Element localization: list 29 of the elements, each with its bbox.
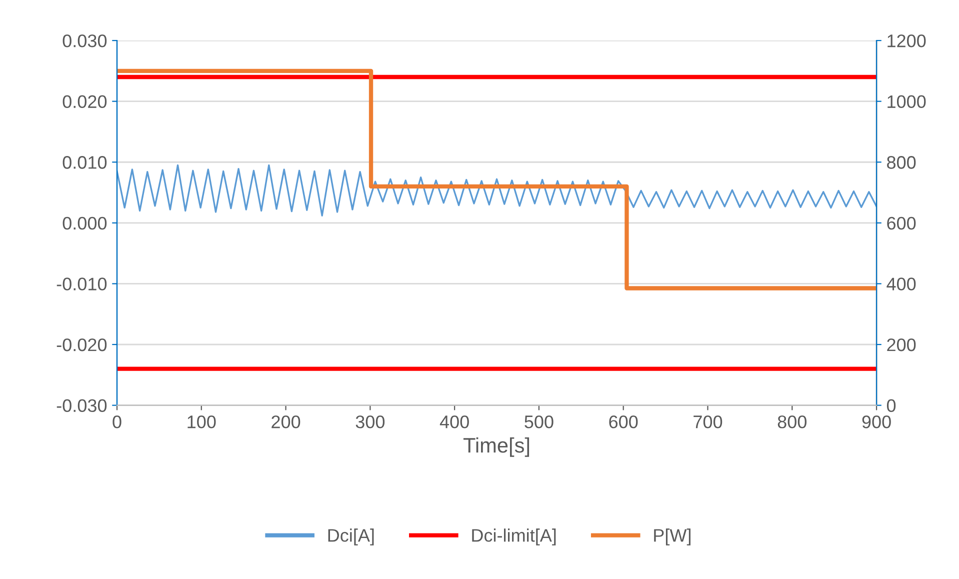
line-series <box>117 164 877 216</box>
y2-tick-label: 0 <box>886 399 896 412</box>
y2-tick-label: 400 <box>886 278 916 290</box>
x-tick-label: 500 <box>524 416 554 428</box>
y-tick-label: 0.010 <box>62 156 107 169</box>
legend-label: Dci[A] <box>328 528 374 546</box>
legend-label: Dci-limit[A] <box>472 528 556 546</box>
y-tick-label: -0.030 <box>56 399 107 412</box>
x-tick-label: 600 <box>609 416 638 428</box>
legend-label: P[W] <box>654 528 690 546</box>
x-axis-title: Time[s] <box>463 437 530 457</box>
x-tick-label: 200 <box>272 416 300 428</box>
y-tick-label: 0.020 <box>62 95 107 108</box>
y2-tick-label: 600 <box>887 216 916 230</box>
x-tick-label: 300 <box>356 416 385 428</box>
x-tick-label: 900 <box>862 416 891 428</box>
x-tick-label: 0 <box>112 416 122 428</box>
y2-tick-label: 200 <box>887 338 916 352</box>
y-tick-label: -0.010 <box>56 278 107 290</box>
y2-tick-label: 1200 <box>888 34 926 48</box>
y2-tick-label: 1000 <box>888 95 926 108</box>
x-tick-label: 400 <box>440 416 469 428</box>
x-tick-label: 800 <box>778 416 806 428</box>
y2-tick-label: 800 <box>887 156 916 169</box>
y-tick-label: 0.030 <box>62 34 107 48</box>
y-tick-label: 0.000 <box>62 216 107 230</box>
y-tick-label: -0.020 <box>56 338 107 352</box>
x-tick-label: 700 <box>694 416 722 428</box>
x-tick-label: 100 <box>188 416 216 428</box>
